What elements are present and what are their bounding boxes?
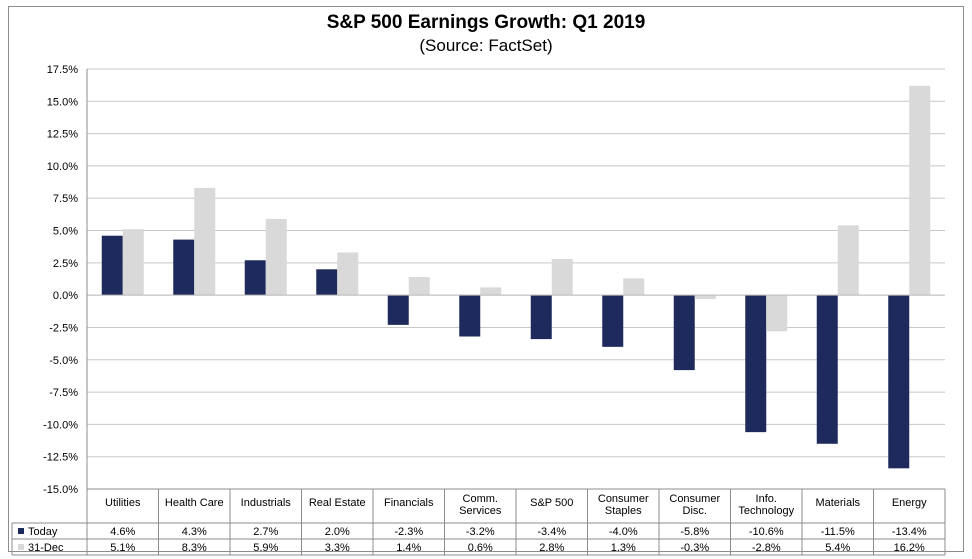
bar-today [602,295,624,347]
bar-today [530,295,552,340]
bar-today [387,295,409,325]
data-label: 5.4% [825,542,850,554]
data-label: 16.2% [894,542,925,554]
x-category-label: Real Estate [309,497,366,509]
data-label: 4.6% [110,526,135,538]
x-category-label: Consumer Staples [598,493,649,517]
y-tick-label: -5.0% [49,355,78,367]
x-category-label: Health Care [165,497,224,509]
x-category-label: Materials [815,497,860,509]
x-category-label: S&P 500 [530,497,573,509]
x-category-label-line: Consumer [598,493,649,505]
x-category-label: Info. Technology [738,493,794,517]
bar-today [244,260,266,296]
data-label: 2.8% [539,542,564,554]
bar-31-dec [837,225,859,296]
legend-label: 31-Dec [28,542,64,554]
data-label: -2.8% [752,542,781,554]
y-tick-label: 12.5% [47,129,78,141]
data-label: 0.6% [468,542,493,554]
data-label: 2.0% [325,526,350,538]
bar-today [316,269,338,296]
x-category-label-line: Consumer [669,493,720,505]
x-category-label: Energy [892,497,927,509]
x-category-label: Financials [384,497,434,509]
x-category-label: Comm. Services [459,493,502,517]
data-label: 4.3% [182,526,207,538]
bar-31-dec [623,278,645,296]
bar-31-dec [408,277,430,296]
bar-31-dec [337,252,359,296]
data-label: -0.3% [680,542,709,554]
chart-subtitle: (Source: FactSet) [419,36,553,55]
data-label: 5.1% [110,542,135,554]
data-label: -2.3% [394,526,423,538]
legend-label: Today [28,526,58,538]
data-label: -10.6% [749,526,784,538]
legend-swatch [18,528,24,534]
y-tick-label: -12.5% [43,452,78,464]
bar-today [101,235,123,296]
data-label: 1.3% [611,542,636,554]
x-category-label-line: Staples [605,505,642,517]
bar-today [459,295,481,337]
data-label: 2.7% [253,526,278,538]
y-tick-label: 5.0% [53,226,78,238]
y-tick-label: 0.0% [53,290,78,302]
x-category-label-line: Comm. [463,493,498,505]
x-category-label: Utilities [105,497,141,509]
bar-31-dec [909,85,931,296]
y-tick-label: -15.0% [43,484,78,496]
bar-31-dec [766,295,788,332]
bar-31-dec [480,287,502,296]
x-category-label: Industrials [241,497,292,509]
x-category-label-line: Disc. [683,505,707,517]
bar-today [816,295,838,444]
chart-title: S&P 500 Earnings Growth: Q1 2019 [326,12,646,33]
x-category-label: Consumer Disc. [669,493,720,517]
y-tick-label: 7.5% [53,193,78,205]
bar-31-dec [694,295,716,300]
bar-31-dec [551,258,573,296]
bar-today [745,295,767,433]
data-label: -11.5% [821,526,855,538]
data-label: -4.0% [609,526,638,538]
x-category-label-line: Info. [756,493,777,505]
data-label: -3.4% [537,526,566,538]
bar-today [673,295,695,371]
data-label: 5.9% [253,542,278,554]
data-label: -5.8% [680,526,709,538]
data-label: -13.4% [892,526,927,538]
y-tick-label: -7.5% [49,387,78,399]
data-label: -3.2% [466,526,495,538]
y-tick-label: 17.5% [47,64,78,76]
bar-31-dec [265,218,287,296]
bar-31-dec [194,187,216,296]
bar-31-dec [122,229,144,296]
bar-today [888,295,910,469]
y-tick-label: 2.5% [53,258,78,270]
y-tick-label: -10.0% [43,419,78,431]
y-tick-label: 15.0% [47,96,78,108]
y-tick-label: 10.0% [47,161,78,173]
x-category-label-line: Technology [738,505,794,517]
x-category-label-line: Services [459,505,502,517]
chart-frame [8,6,964,552]
data-label: 1.4% [396,542,421,554]
data-label: 8.3% [182,542,207,554]
bar-today [173,239,195,296]
data-label: 3.3% [325,542,350,554]
y-tick-label: -2.5% [49,322,78,334]
legend-swatch [18,544,24,550]
